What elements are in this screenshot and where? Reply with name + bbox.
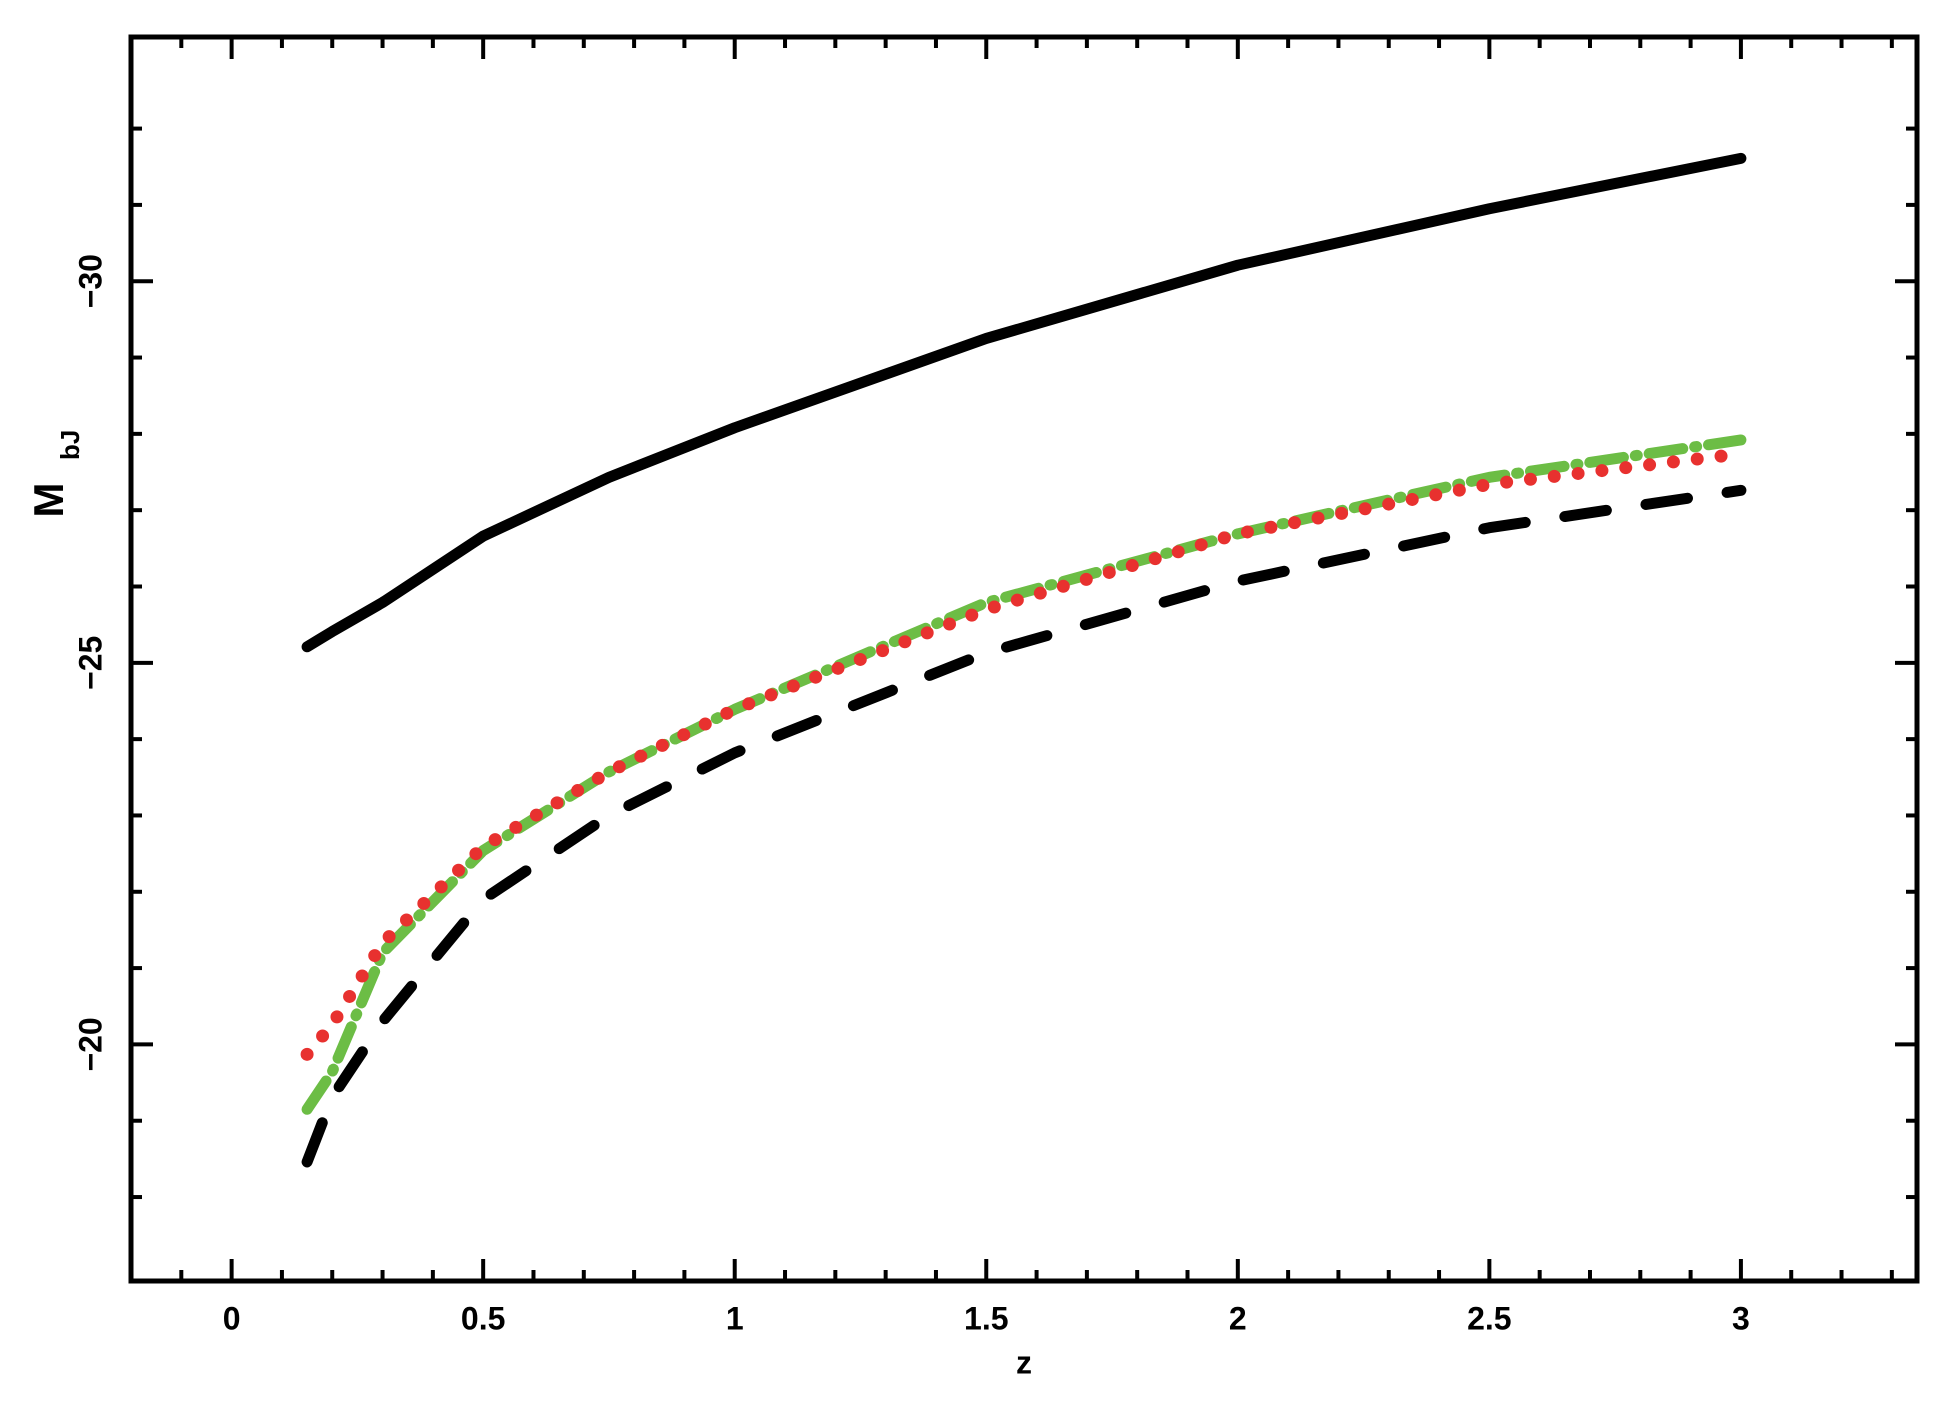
series-line	[301, 484, 1747, 1168]
x-tick-label: 3	[1732, 1300, 1750, 1336]
y-tick-label: −25	[72, 636, 108, 690]
series-line	[301, 434, 1747, 1115]
x-tick-label: 2.5	[1467, 1300, 1511, 1336]
y-tick-label: −30	[72, 254, 108, 308]
x-tick-label: 0.5	[461, 1300, 505, 1336]
x-tick-label: 1.5	[964, 1300, 1008, 1336]
y-axis-label-subscript: bJ	[55, 430, 85, 460]
x-axis-label: z	[1016, 1344, 1032, 1380]
x-tick-label: 0	[223, 1300, 241, 1336]
y-axis-label: M	[25, 483, 72, 518]
series-line	[301, 152, 1747, 653]
y-axis-label-group: M bJ	[25, 430, 85, 518]
x-tick-label: 2	[1229, 1300, 1247, 1336]
x-tick-label: 1	[726, 1300, 744, 1336]
plot-frame	[128, 34, 1920, 1284]
y-tick-label: −20	[72, 1017, 108, 1071]
series-line	[300, 447, 1748, 1061]
